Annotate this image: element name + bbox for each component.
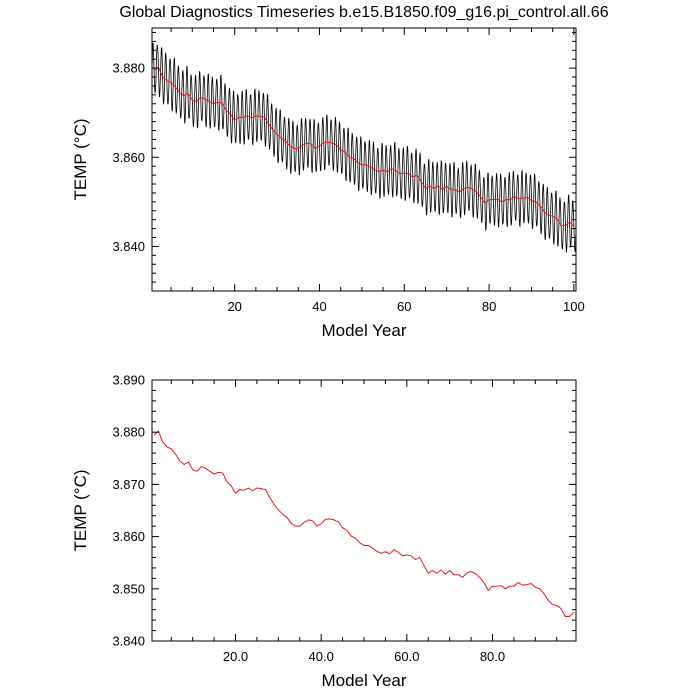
x-tick-label: 40.0 — [309, 649, 334, 664]
plot-frame — [151, 27, 577, 292]
y-tick-label: 3.880 — [112, 425, 145, 440]
x-tick-label: 100 — [563, 299, 585, 314]
y-axis-label: TEMP (°C) — [71, 469, 90, 551]
series-line-monthly — [151, 42, 577, 253]
x-tick-label: 20 — [227, 299, 241, 314]
x-tick-label: 80.0 — [480, 649, 505, 664]
x-axis-label: Model Year — [321, 321, 406, 340]
top-panel: 20 40 60 80 100 3.840 3.860 3.880 Model Year TEMP… — [71, 27, 585, 340]
y-tick-label: 3.890 — [112, 373, 145, 388]
y-tick-label: 3.840 — [112, 634, 145, 649]
x-tick-label: 60.0 — [394, 649, 419, 664]
x-tick-label: 80 — [482, 299, 496, 314]
y-tick-label: 3.870 — [112, 477, 145, 492]
y-tick-label: 3.840 — [112, 239, 145, 254]
figure-title: Global Diagnostics Timeseries b.e15.B185… — [119, 4, 608, 21]
y-tick-label: 3.880 — [112, 61, 145, 76]
x-axis-label: Model Year — [321, 671, 406, 690]
series-line-annual-mean — [153, 430, 575, 617]
x-tick-label: 60 — [397, 299, 411, 314]
x-tick-label: 40 — [312, 299, 326, 314]
y-tick-label: 3.860 — [112, 529, 145, 544]
y-tick-label: 3.850 — [112, 581, 145, 596]
bottom-panel: 20.0 40.0 60.0 80.0 3.840 3.850 3.860 3.870 3.88… — [71, 373, 577, 690]
x-tick-label: 20.0 — [223, 649, 248, 664]
plot-frame — [151, 379, 577, 642]
series-line-annual-mean — [153, 66, 575, 227]
y-axis-label: TEMP (°C) — [71, 118, 90, 200]
y-tick-label: 3.860 — [112, 150, 145, 165]
